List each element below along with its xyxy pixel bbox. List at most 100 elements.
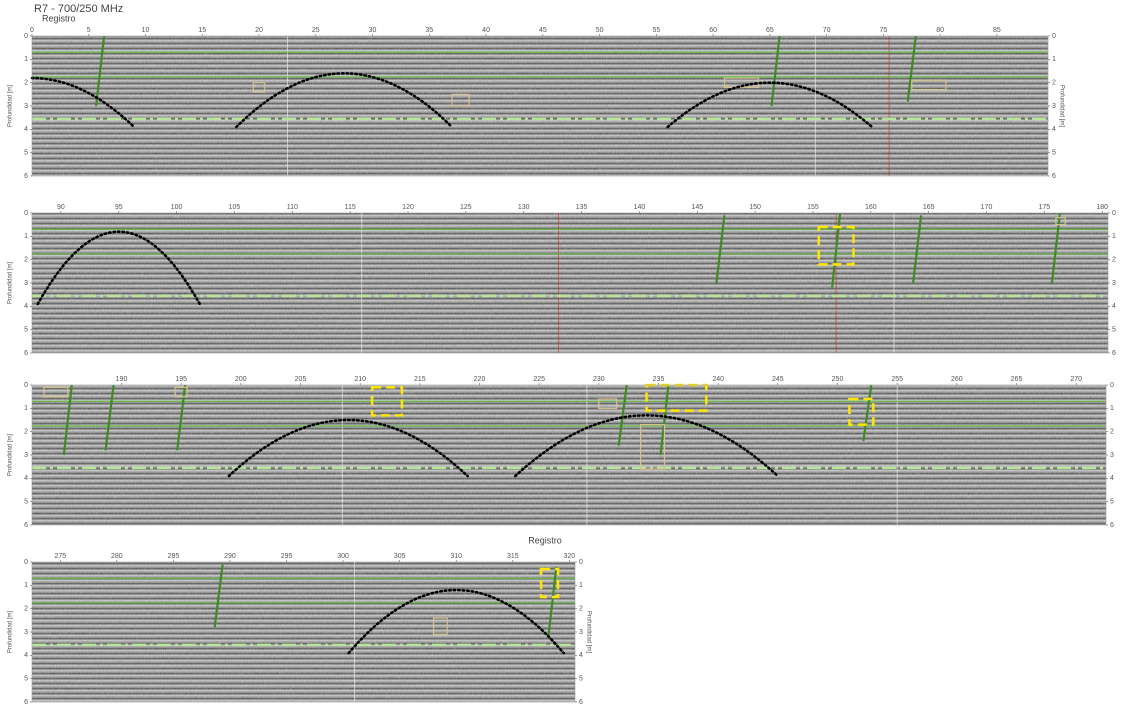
y-tick-label: 3 [579,629,583,636]
y-tick-label: 3 [1052,103,1056,110]
x-tick-label: 90 [57,204,65,211]
x-tick-label: 225 [533,376,545,383]
y-tick-label: 1 [24,233,28,240]
y-axis-label: Profundidad [m] [1058,85,1064,128]
y-tick-label: 1 [24,56,28,63]
radargram-noise [32,213,1108,353]
x-tick-label: 180 [1096,204,1108,211]
y-tick-label: 0 [24,382,28,389]
y-tick-label: 6 [1110,522,1114,529]
x-tick-label: 270 [1070,376,1082,383]
y-tick-label: 2 [24,429,28,436]
x-tick-label: 155 [807,204,819,211]
y-axis-label: Profundidad [m] [8,84,14,127]
y-tick-label: 4 [579,652,583,659]
x-tick-label: 80 [936,27,944,34]
y-axis-label: Profundidad [m] [8,261,14,304]
x-tick-label: 220 [474,376,486,383]
x-tick-label: 165 [923,204,935,211]
y-tick-label: 6 [24,173,28,180]
y-tick-label: 0 [24,210,28,217]
y-tick-label: 4 [24,475,28,482]
x-tick-label: 0 [30,27,34,34]
x-tick-label: 320 [564,553,576,560]
y-tick-label: 2 [1112,257,1116,264]
x-tick-label: 20 [255,27,263,34]
y-tick-label: 5 [1110,499,1114,506]
x-tick-label: 50 [596,27,604,34]
x-tick-label: 190 [116,376,128,383]
y-tick-label: 1 [1110,405,1114,412]
y-tick-label: 1 [579,582,583,589]
y-axis-label: Profundidad [m] [8,610,14,653]
x-tick-label: 170 [981,204,993,211]
x-tick-label: 300 [337,553,349,560]
x-tick-label: 110 [287,204,298,211]
x-tick-label: 140 [634,204,646,211]
x-tick-label: 210 [354,376,366,383]
x-tick-label: 160 [865,204,877,211]
x-tick-label: 250 [832,376,844,383]
y-tick-label: 5 [24,499,28,506]
y-tick-label: 1 [24,405,28,412]
x-tick-label: 280 [111,553,123,560]
x-tick-label: 195 [175,376,187,383]
y-tick-label: 3 [24,280,28,287]
y-tick-label: 2 [24,606,28,613]
y-axis-label: Profundidad [m] [8,433,14,476]
radargram-panel: 0510152025303540455055606570758085001122… [8,13,1065,179]
y-axis-label: Profundidad [m] [585,611,591,654]
x-tick-label: 260 [951,376,963,383]
x-tick-label: 305 [394,553,406,560]
y-tick-label: 2 [24,80,28,87]
y-tick-label: 5 [24,150,28,157]
x-tick-label: 65 [766,27,774,34]
y-tick-label: 4 [24,126,28,133]
x-tick-label: 75 [879,27,887,34]
x-tick-label: 255 [891,376,903,383]
y-tick-label: 3 [1112,280,1116,287]
y-tick-label: 4 [24,303,28,310]
y-tick-label: 3 [1110,452,1114,459]
y-tick-label: 2 [1052,80,1056,87]
x-tick-label: 215 [414,376,426,383]
x-tick-label: 135 [576,204,588,211]
y-tick-label: 5 [1112,327,1116,334]
y-tick-label: 0 [24,559,28,566]
x-tick-label: 30 [369,27,377,34]
y-tick-label: 6 [24,522,28,529]
x-tick-label: 295 [281,553,293,560]
x-tick-label: 100 [171,204,183,211]
y-tick-label: 5 [579,676,583,683]
y-tick-label: 3 [24,452,28,459]
x-tick-label: 70 [823,27,831,34]
x-tick-label: 85 [993,27,1001,34]
y-tick-label: 1 [1112,233,1116,240]
x-tick-label: 290 [224,553,236,560]
x-tick-label: 115 [345,204,356,211]
x-tick-label: 105 [229,204,241,211]
x-tick-label: 125 [460,204,472,211]
x-tick-label: 230 [593,376,605,383]
y-tick-label: 1 [1052,56,1056,63]
x-axis-label: Registro [42,13,76,23]
y-tick-label: 2 [579,606,583,613]
radargram-noise [32,36,1048,176]
x-tick-label: 240 [712,376,724,383]
x-axis-label: Registro [528,535,562,545]
x-tick-label: 120 [402,204,414,211]
y-tick-label: 6 [579,699,583,704]
x-tick-label: 200 [235,376,247,383]
y-tick-label: 5 [24,676,28,683]
x-tick-label: 10 [142,27,150,34]
x-tick-label: 130 [518,204,530,211]
y-tick-label: 1 [24,582,28,589]
x-tick-label: 15 [198,27,206,34]
y-tick-label: 4 [1052,126,1056,133]
y-tick-label: 3 [24,629,28,636]
y-tick-label: 0 [1110,382,1114,389]
x-tick-label: 25 [312,27,320,34]
y-tick-label: 5 [24,327,28,334]
